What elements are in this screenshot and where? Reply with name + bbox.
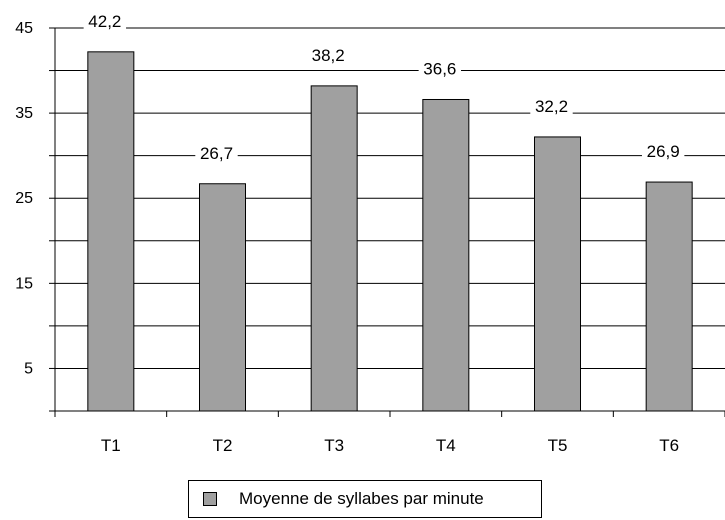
data-label: 36,6 bbox=[423, 59, 456, 78]
x-tick-label: T2 bbox=[213, 436, 233, 455]
y-tick-label: 45 bbox=[15, 20, 33, 37]
legend: Moyenne de syllabes par minute bbox=[188, 480, 542, 518]
bar bbox=[645, 181, 693, 412]
bar-chart: 42,2 26,7 38,2 36,6 32,2 26,9 5 15 25 35 45 T1 T2 T3 T… bbox=[15, 11, 725, 455]
bar bbox=[422, 98, 470, 412]
bars bbox=[87, 51, 693, 412]
data-label-bg bbox=[418, 59, 462, 79]
y-tick-label: 5 bbox=[24, 360, 33, 377]
data-labels: 42,2 26,7 38,2 36,6 32,2 26,9 bbox=[83, 11, 685, 163]
y-tick-label: 35 bbox=[15, 105, 33, 122]
gridlines bbox=[55, 27, 725, 369]
bar bbox=[534, 136, 581, 412]
data-label: 26,7 bbox=[200, 144, 233, 163]
x-tick-label: T5 bbox=[548, 436, 568, 455]
data-label: 38,2 bbox=[312, 46, 345, 65]
legend-label: Moyenne de syllabes par minute bbox=[239, 489, 484, 508]
x-tick-label: T3 bbox=[324, 436, 344, 455]
data-label: 32,2 bbox=[535, 97, 568, 116]
x-tick-label: T1 bbox=[101, 436, 121, 455]
data-label-bg bbox=[306, 45, 350, 65]
data-label-bg bbox=[530, 96, 573, 116]
data-label: 42,2 bbox=[88, 12, 121, 31]
data-label: 26,9 bbox=[647, 142, 680, 161]
bar bbox=[310, 85, 358, 412]
bar bbox=[199, 183, 246, 412]
x-tick-label: T6 bbox=[659, 436, 679, 455]
data-label-bg bbox=[641, 142, 685, 162]
legend-swatch bbox=[203, 492, 217, 506]
data-label-bg bbox=[195, 143, 238, 163]
bar bbox=[87, 51, 135, 412]
y-tick-label: 25 bbox=[15, 190, 33, 207]
x-tick-label: T4 bbox=[436, 436, 456, 455]
y-tick-label: 15 bbox=[15, 275, 33, 292]
data-label-bg bbox=[83, 11, 127, 31]
